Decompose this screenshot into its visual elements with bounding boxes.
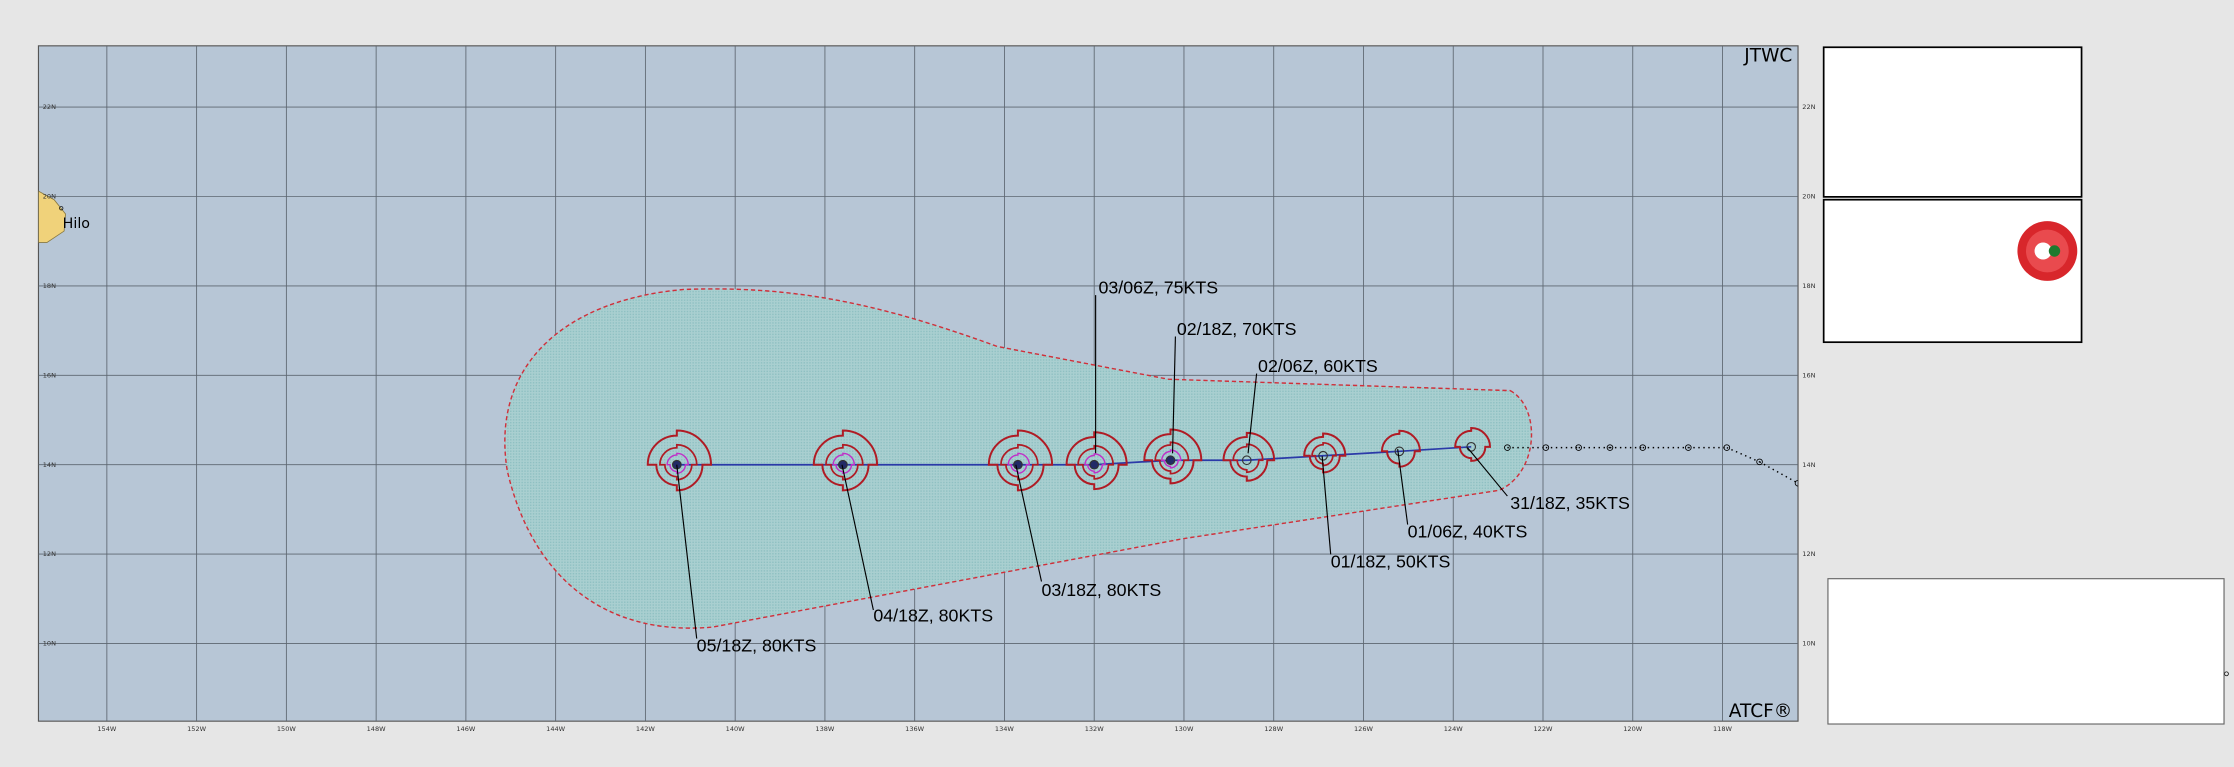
lon-label: 120W xyxy=(1623,725,1642,733)
wind-radii-34 xyxy=(812,429,879,492)
lon-label: 122W xyxy=(1534,725,1553,733)
lat-label: 10N xyxy=(43,640,56,648)
lon-label: 118W xyxy=(1713,725,1732,733)
wind-radii-34 xyxy=(646,429,713,492)
lon-label: 134W xyxy=(995,725,1014,733)
lon-label: 138W xyxy=(815,725,834,733)
past-position xyxy=(1723,444,1731,451)
lon-label: 126W xyxy=(1354,725,1373,733)
wind-radii-50 xyxy=(1000,443,1039,481)
wind-radii-50 xyxy=(825,443,864,481)
danger-area xyxy=(504,288,1533,629)
lon-label: 154W xyxy=(97,725,116,733)
wind-radii-34 xyxy=(1222,431,1276,482)
wind-radii-64 xyxy=(1084,453,1106,474)
label-leader xyxy=(1321,456,1332,555)
lat-label: 10N xyxy=(1802,640,1815,648)
label-leader xyxy=(1397,448,1409,525)
storm-symbol xyxy=(1013,459,1023,470)
past-position xyxy=(1756,458,1763,466)
forecast-label: 01/06Z, 40KTS xyxy=(1408,521,1528,541)
wind-radii-64 xyxy=(832,452,855,474)
warning-box xyxy=(1822,46,2083,198)
storm-symbol xyxy=(1089,459,1100,470)
storm-symbol xyxy=(1394,446,1405,457)
lat-label: 16N xyxy=(1802,371,1815,379)
forecast-label: 02/18Z, 70KTS xyxy=(1177,319,1297,339)
label-leader xyxy=(1467,447,1508,497)
lat-label: 22N xyxy=(1802,103,1815,111)
wind-radii-64 xyxy=(1161,449,1182,469)
island xyxy=(38,190,66,243)
past-position xyxy=(1542,444,1550,451)
lon-label: 128W xyxy=(1264,725,1283,733)
storm-symbol xyxy=(1318,450,1328,461)
label-leader xyxy=(841,464,874,611)
label-leader xyxy=(676,464,698,639)
jtwc-logo xyxy=(2017,221,2078,281)
lat-label: 14N xyxy=(43,461,56,469)
wind-radii-34 xyxy=(1380,429,1421,468)
lon-label: 130W xyxy=(1174,725,1193,733)
credit-bottom: ATCF® xyxy=(1729,701,1793,722)
past-position xyxy=(1606,444,1614,451)
place-label: Hilo xyxy=(63,216,90,232)
forecast-label: 01/18Z, 50KTS xyxy=(1331,551,1451,571)
lat-label: 18N xyxy=(43,282,56,290)
storm-symbol xyxy=(1165,455,1176,466)
lon-label: 150W xyxy=(277,725,296,733)
lat-label: 12N xyxy=(43,550,56,558)
wind-radii-50 xyxy=(1154,441,1190,475)
lon-label: 142W xyxy=(636,725,655,733)
storm-symbol xyxy=(1241,455,1252,466)
past-position xyxy=(1504,444,1511,451)
lat-label: 20N xyxy=(1802,193,1815,201)
forecast-label: 04/18Z, 80KTS xyxy=(873,605,993,625)
past-position xyxy=(1794,479,1799,487)
past-track xyxy=(1726,446,1760,463)
forecast-label: 03/18Z, 80KTS xyxy=(1041,580,1161,600)
lon-label: 140W xyxy=(726,725,745,733)
forecast-label: 31/18Z, 35KTS xyxy=(1510,493,1630,513)
credit-top: JTWC xyxy=(1743,46,1792,67)
city-marker xyxy=(59,206,64,211)
past-position xyxy=(1575,444,1582,451)
lat-label: 22N xyxy=(43,103,56,111)
past-position xyxy=(1639,444,1647,451)
lat-label: 16N xyxy=(43,371,56,379)
wind-radii-34 xyxy=(1065,431,1128,491)
lat-label: 20N xyxy=(43,193,56,201)
lat-label: 14N xyxy=(1802,461,1815,469)
forecast-label: 03/06Z, 75KTS xyxy=(1098,278,1218,298)
lon-label: 136W xyxy=(905,725,924,733)
lon-label: 124W xyxy=(1444,725,1463,733)
lat-label: 18N xyxy=(1802,282,1815,290)
wind-radii-50 xyxy=(659,443,698,481)
forecast-label: 05/18Z, 80KTS xyxy=(697,635,817,655)
wind-radii-50 xyxy=(1232,443,1264,474)
label-leader xyxy=(1015,464,1043,582)
wind-radii-34 xyxy=(987,429,1054,492)
wind-radii-50 xyxy=(1077,444,1115,480)
lon-label: 146W xyxy=(456,725,475,733)
lat-label: 12N xyxy=(1802,550,1815,558)
lon-label: 132W xyxy=(1085,725,1104,733)
lon-label: 144W xyxy=(546,725,565,733)
lon-label: 152W xyxy=(187,725,206,733)
info-box xyxy=(1827,578,2225,725)
wind-radii-34 xyxy=(1454,427,1491,462)
forecast-label: 02/06Z, 60KTS xyxy=(1258,356,1378,376)
wind-radii-64 xyxy=(666,452,689,474)
wind-radii-34 xyxy=(1143,428,1203,485)
label-leader xyxy=(1247,373,1258,454)
lon-label: 148W xyxy=(367,725,386,733)
storm-symbol xyxy=(1466,441,1477,452)
past-position xyxy=(1685,444,1692,451)
label-leader xyxy=(1171,336,1176,454)
map-layer xyxy=(38,45,1799,722)
